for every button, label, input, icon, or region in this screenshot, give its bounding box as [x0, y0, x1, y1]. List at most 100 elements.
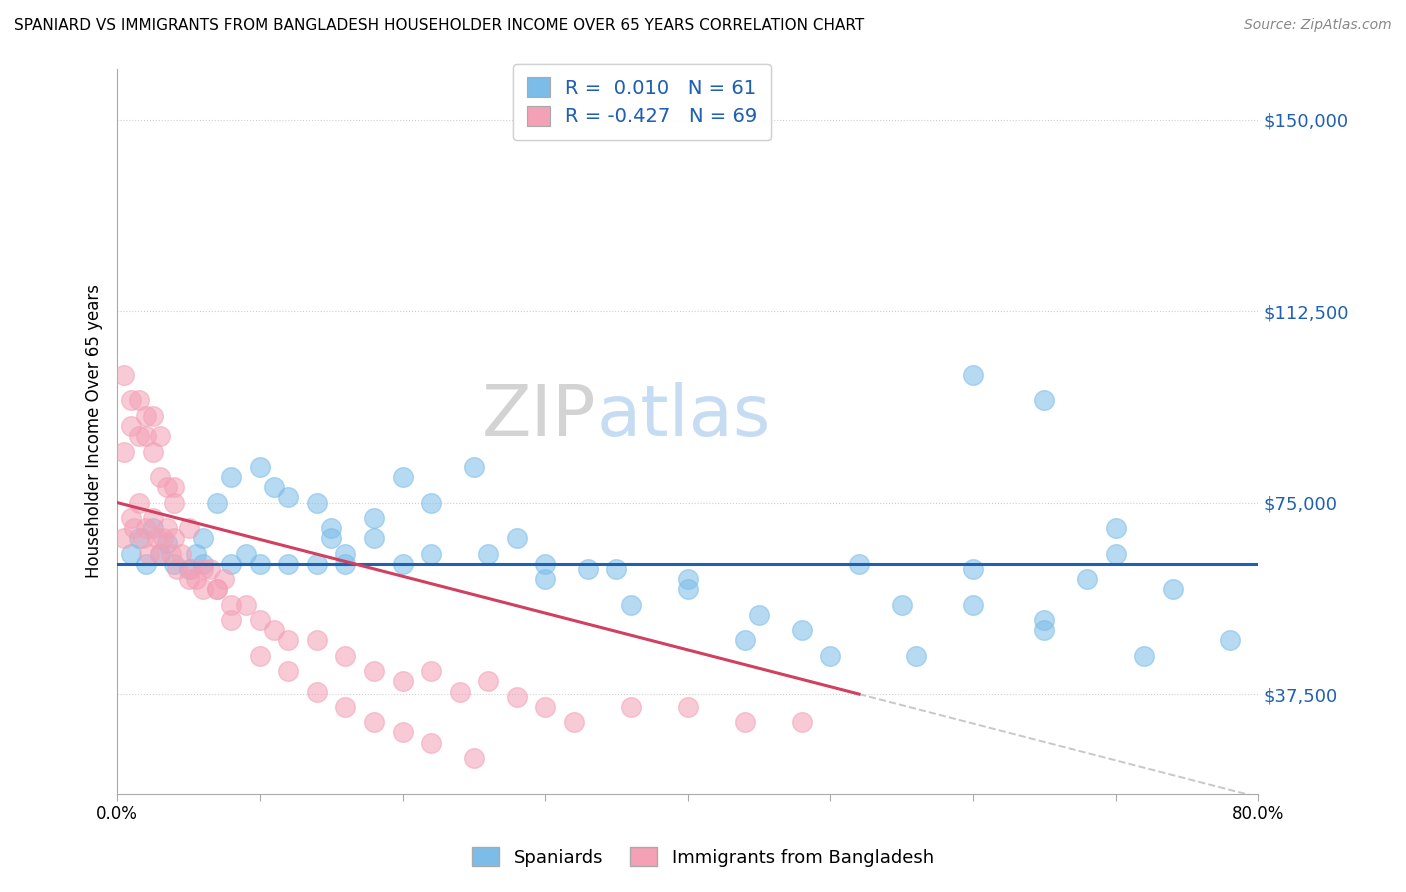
Point [734, 633, 756, 648]
Point [128, 532, 150, 546]
Point [163, 495, 186, 509]
Point [152, 532, 174, 546]
Point [124, 521, 146, 535]
Point [1076, 572, 1098, 586]
Point [1033, 613, 1056, 627]
Point [1161, 582, 1184, 597]
Point [363, 511, 385, 525]
Text: SPANIARD VS IMMIGRANTS FROM BANGLADESH HOUSEHOLDER INCOME OVER 65 YEARS CORRELAT: SPANIARD VS IMMIGRANTS FROM BANGLADESH H… [14, 18, 865, 33]
Point [184, 572, 207, 586]
Point [790, 715, 813, 730]
Point [277, 491, 299, 505]
Point [191, 562, 214, 576]
Point [221, 613, 243, 627]
Point [420, 495, 443, 509]
Point [170, 547, 193, 561]
Point [163, 532, 186, 546]
Point [605, 562, 627, 576]
Point [160, 547, 183, 561]
Point [962, 562, 984, 576]
Point [420, 736, 443, 750]
Point [135, 557, 157, 571]
Point [335, 557, 357, 571]
Point [221, 557, 243, 571]
Point [149, 470, 172, 484]
Point [191, 557, 214, 571]
Point [363, 715, 385, 730]
Point [534, 557, 557, 571]
Point [477, 547, 499, 561]
Point [620, 699, 643, 714]
Point [321, 532, 343, 546]
Point [1033, 624, 1056, 638]
Point [263, 480, 285, 494]
Point [477, 674, 499, 689]
Point [576, 562, 599, 576]
Point [305, 557, 328, 571]
Point [166, 562, 188, 576]
Point [249, 459, 271, 474]
Point [120, 511, 142, 525]
Point [277, 633, 299, 648]
Point [142, 511, 165, 525]
Point [142, 409, 165, 423]
Point [112, 532, 135, 546]
Point [249, 557, 271, 571]
Point [156, 521, 179, 535]
Text: ZIP: ZIP [482, 382, 596, 451]
Point [1105, 521, 1128, 535]
Point [463, 459, 485, 474]
Point [138, 547, 160, 561]
Point [112, 368, 135, 382]
Point [391, 725, 413, 739]
Point [620, 598, 643, 612]
Point [263, 624, 285, 638]
Point [676, 582, 699, 597]
Point [177, 562, 200, 576]
Point [1105, 547, 1128, 561]
Point [748, 607, 770, 622]
Point [335, 699, 357, 714]
Point [120, 547, 142, 561]
Point [177, 572, 200, 586]
Point [163, 480, 186, 494]
Point [156, 536, 179, 550]
Point [205, 582, 228, 597]
Point [135, 409, 157, 423]
Point [149, 547, 172, 561]
Point [142, 521, 165, 535]
Point [135, 429, 157, 443]
Point [734, 715, 756, 730]
Point [184, 547, 207, 561]
Point [391, 470, 413, 484]
Point [120, 419, 142, 434]
Point [112, 444, 135, 458]
Point [212, 572, 235, 586]
Point [305, 684, 328, 698]
Point [177, 521, 200, 535]
Point [142, 444, 165, 458]
Point [420, 547, 443, 561]
Point [321, 521, 343, 535]
Point [277, 557, 299, 571]
Point [505, 532, 527, 546]
Point [205, 495, 228, 509]
Point [180, 562, 202, 576]
Point [463, 751, 485, 765]
Point [149, 547, 172, 561]
Legend: Spaniards, Immigrants from Bangladesh: Spaniards, Immigrants from Bangladesh [465, 840, 941, 874]
Point [221, 470, 243, 484]
Point [277, 664, 299, 678]
Point [420, 664, 443, 678]
Point [249, 613, 271, 627]
Legend: R =  0.010   N = 61, R = -0.427   N = 69: R = 0.010 N = 61, R = -0.427 N = 69 [513, 63, 772, 140]
Point [962, 368, 984, 382]
Point [235, 598, 257, 612]
Point [363, 532, 385, 546]
Text: Source: ZipAtlas.com: Source: ZipAtlas.com [1244, 18, 1392, 32]
Point [505, 690, 527, 704]
Point [790, 624, 813, 638]
Point [1033, 393, 1056, 408]
Point [449, 684, 471, 698]
Point [146, 532, 169, 546]
